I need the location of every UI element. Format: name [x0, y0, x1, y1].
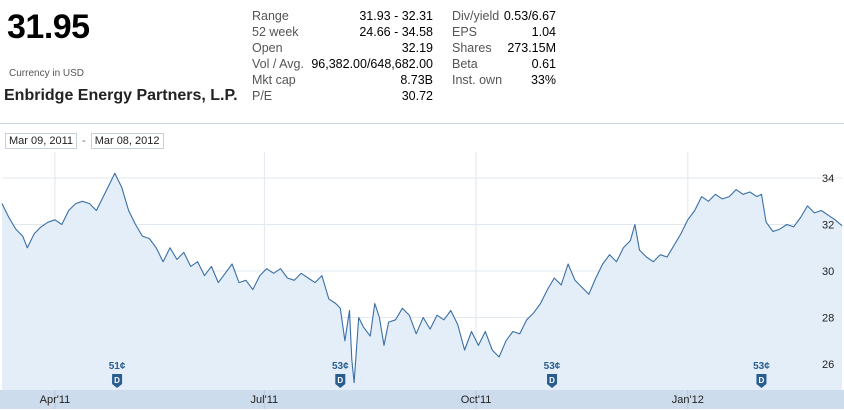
dividend-amount-label: 53¢ — [544, 361, 561, 372]
stat-label: P/E — [252, 88, 273, 103]
dividend-amount-label: 53¢ — [753, 361, 770, 372]
stat-label: Inst. own — [452, 72, 503, 87]
stat-row-volume: Vol / Avg. 96,382.00/648,682.00 — [252, 57, 433, 73]
stat-label: Shares — [452, 40, 492, 55]
stat-value: 273.15M — [507, 40, 556, 55]
stat-value: 33% — [530, 72, 556, 87]
currency-label: Currency in USD — [9, 68, 85, 79]
dividend-marker-icon — [756, 374, 767, 388]
stat-value: 96,382.00/648,682.00 — [311, 56, 433, 71]
stat-label: EPS — [452, 24, 478, 39]
stat-label: Vol / Avg. — [252, 56, 304, 71]
dividend-amount-label: 53¢ — [332, 361, 349, 372]
stat-row-beta: Beta 0.61 — [452, 57, 556, 73]
date-range-selector: Mar 09, 2011 - Mar 08, 2012 — [5, 133, 164, 149]
x-axis-band — [0, 390, 844, 409]
stat-label: 52 week — [252, 24, 299, 39]
dividend-marker-letter: D — [114, 376, 120, 385]
dividend-amount-label: 51¢ — [109, 361, 126, 372]
stats-left-column: Range 31.93 - 32.31 52 week 24.66 - 34.58 … — [252, 9, 433, 104]
stat-row-range: Range 31.93 - 32.31 — [252, 9, 433, 25]
dividend-marker-letter: D — [337, 376, 343, 385]
stat-value: 1.04 — [531, 24, 556, 39]
stat-row-open: Open 32.19 — [252, 41, 433, 57]
stat-label: Div/yield — [452, 9, 500, 23]
y-tick-label: 30 — [822, 266, 834, 278]
dividend-marker-letter: D — [549, 376, 555, 385]
y-tick-label: 26 — [822, 359, 834, 371]
stat-label: Mkt cap — [252, 72, 296, 87]
stat-row-pe: P/E 30.72 — [252, 89, 433, 105]
y-tick-label: 28 — [822, 313, 834, 325]
stat-row-eps: EPS 1.04 — [452, 25, 556, 41]
dividend-marker-icon — [335, 374, 346, 388]
stat-value: 31.93 - 32.31 — [359, 9, 433, 23]
x-tick-label: Jan'12 — [672, 394, 704, 406]
stat-value: 24.66 - 34.58 — [359, 24, 433, 39]
x-tick-label: Apr'11 — [40, 394, 71, 406]
x-tick-label: Jul'11 — [251, 394, 279, 406]
stat-row-52-week: 52 week 24.66 - 34.58 — [252, 25, 433, 41]
stat-value: 32.19 — [401, 40, 433, 55]
dividend-marker-icon — [112, 374, 123, 388]
stat-row-inst-own: Inst. own 33% — [452, 73, 556, 89]
price-area — [2, 173, 842, 390]
start-date-input[interactable]: Mar 09, 2011 — [5, 133, 78, 149]
last-price: 31.95 — [7, 8, 90, 46]
stat-value: 30.72 — [401, 88, 433, 103]
dividend-marker-icon — [547, 374, 558, 388]
y-tick-label: 34 — [822, 173, 834, 185]
end-date-input[interactable]: Mar 08, 2012 — [90, 133, 164, 149]
stat-value: 8.73B — [400, 72, 433, 87]
stat-row-shares: Shares 273.15M — [452, 41, 556, 57]
stat-label: Range — [252, 9, 289, 23]
stat-row-mkt-cap: Mkt cap 8.73B — [252, 73, 433, 89]
x-tick-label: Oct'11 — [461, 394, 492, 406]
y-tick-label: 32 — [822, 220, 834, 232]
stat-value: 0.53/6.67 — [503, 9, 556, 23]
stat-row-div-yield: Div/yield 0.53/6.67 — [452, 9, 556, 25]
stat-value: 0.61 — [531, 56, 556, 71]
stat-label: Beta — [452, 56, 478, 71]
date-separator: - — [82, 135, 86, 147]
dividend-marker-letter: D — [759, 376, 765, 385]
stats-right-column: Div/yield 0.53/6.67 EPS 1.04 Shares 273.15M… — [452, 9, 556, 89]
stat-label: Open — [252, 40, 283, 55]
company-name: Enbridge Energy Partners, L.P. — [4, 87, 238, 104]
price-line — [1, 172, 843, 384]
